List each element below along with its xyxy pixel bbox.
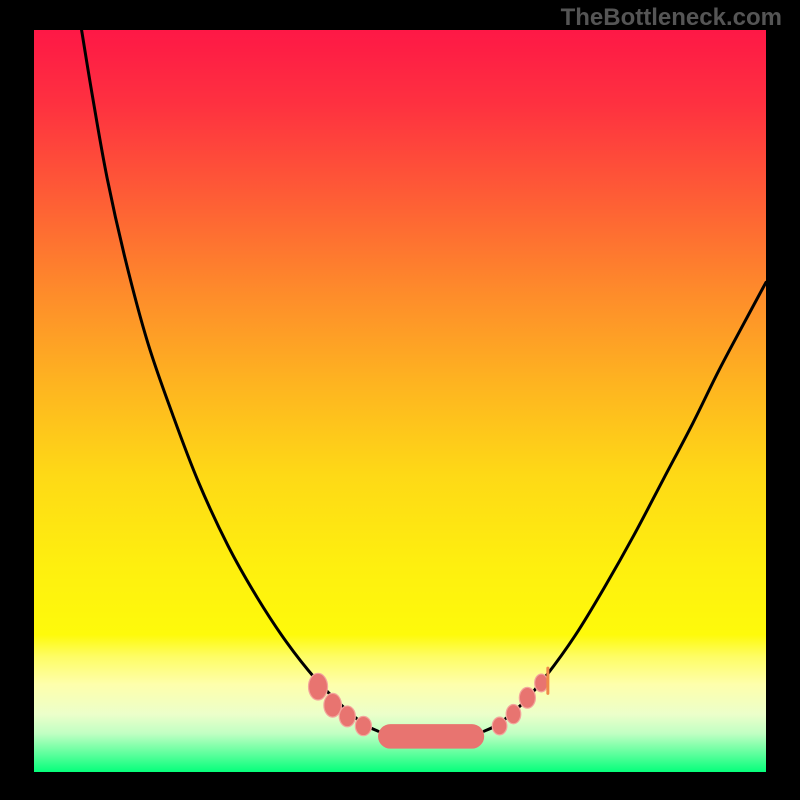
bead-right-0: [492, 717, 507, 735]
bead-left-2: [339, 706, 355, 727]
bead-left-3: [355, 716, 371, 735]
bottleneck-pill: [378, 724, 484, 748]
gradient-background: [34, 30, 766, 772]
watermark-text: TheBottleneck.com: [561, 4, 782, 32]
chart-svg: [34, 30, 766, 772]
bead-right-2: [519, 687, 535, 708]
chart-root: TheBottleneck.com: [0, 0, 800, 800]
bead-left-0: [309, 673, 328, 700]
bead-right-3: [535, 674, 548, 692]
bead-left-1: [324, 693, 342, 717]
plot-area: [34, 30, 766, 772]
bead-right-1: [506, 704, 521, 723]
